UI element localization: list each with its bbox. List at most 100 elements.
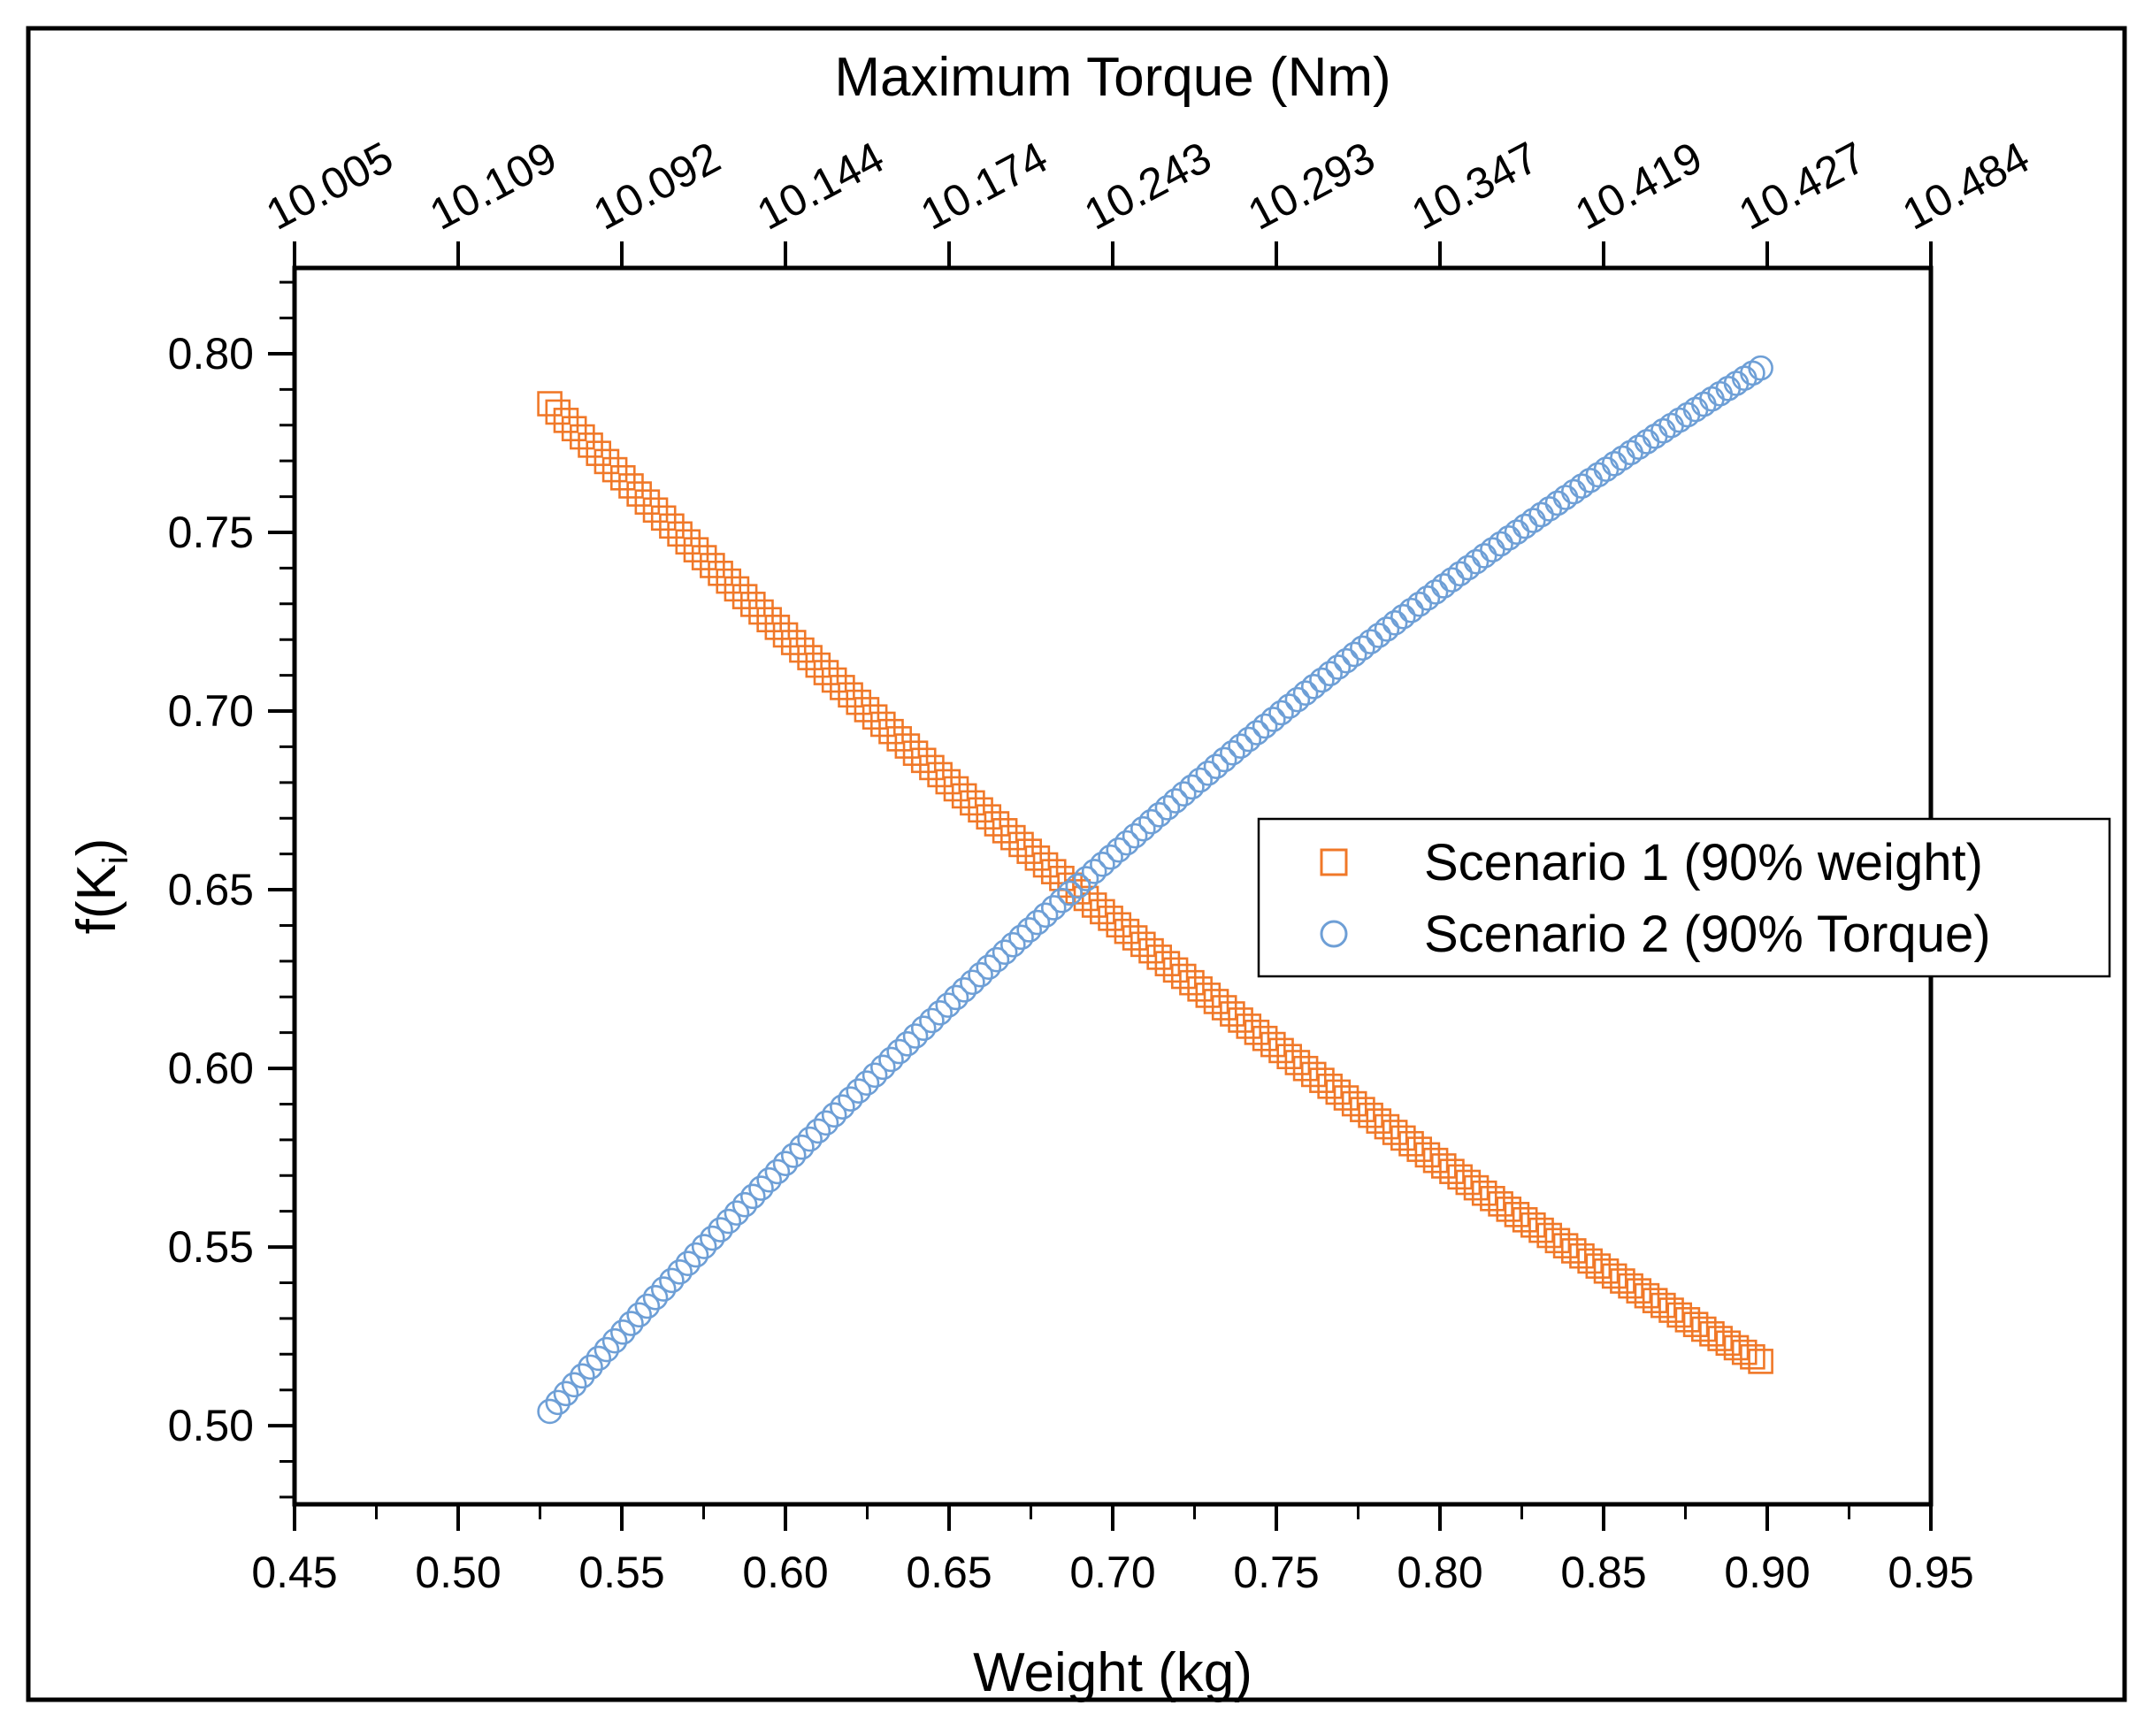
scenario-2-point xyxy=(1642,424,1668,449)
scenario-2-point xyxy=(553,1380,579,1407)
y-axis-title-main: f(K xyxy=(66,864,127,934)
scenario-2-point xyxy=(1260,707,1286,732)
scenario-1-point xyxy=(594,448,620,475)
scenario-2-point xyxy=(1552,485,1579,510)
scenario-2-point xyxy=(951,977,977,1003)
scenario-2-point xyxy=(1496,525,1522,551)
scenario-2-point xyxy=(1008,924,1034,951)
x-tick-label: 0.80 xyxy=(1397,1548,1482,1597)
scenario-1-point xyxy=(830,675,855,700)
scenario-1-point xyxy=(1618,1273,1643,1299)
scenario-1-point xyxy=(1073,885,1099,912)
scenario-2-point xyxy=(731,1191,758,1218)
scenario-1-point xyxy=(1699,1320,1725,1347)
scenario-2-point xyxy=(570,1363,595,1389)
scenario-2-point xyxy=(976,954,1002,980)
scenario-1-point xyxy=(1057,872,1083,899)
scenario-1-point xyxy=(1122,925,1148,951)
top-tick-label: 10.293 xyxy=(1240,132,1382,239)
scenario-1-point xyxy=(1106,912,1132,938)
series-layer xyxy=(537,355,1773,1425)
scenario-2-point xyxy=(910,1015,937,1042)
x-tick-label: 0.95 xyxy=(1888,1548,1973,1597)
scenario-2-point xyxy=(830,1094,855,1120)
scenario-2-point xyxy=(968,961,993,988)
y-axis-title-subscript: i xyxy=(96,856,135,864)
scenario-1-point xyxy=(1690,1316,1717,1342)
scenario-2-point xyxy=(594,1336,620,1363)
scenario-2-point xyxy=(1333,647,1359,674)
scenario-2-point xyxy=(739,1183,766,1210)
scenario-1-point xyxy=(739,592,766,617)
scenario-2-point xyxy=(1341,641,1367,668)
legend-marker-scenario-2 xyxy=(1320,920,1348,948)
scenario-1-point xyxy=(797,645,823,670)
scenario-1-point xyxy=(756,607,782,633)
scenario-1-point xyxy=(951,783,977,809)
scenario-2-point xyxy=(1276,693,1303,719)
scenario-1-point xyxy=(838,682,863,708)
scenario-1-point xyxy=(601,456,628,483)
scenario-1-point xyxy=(537,391,563,417)
scenario-2-point xyxy=(1382,610,1408,636)
scenario-2-point xyxy=(813,1110,839,1136)
scenario-2-point xyxy=(821,1102,847,1128)
scenario-2-point xyxy=(1406,591,1433,617)
scenario-2-point xyxy=(716,1208,742,1235)
x-axis-tick-labels: 0.45 0.50 0.55 0.60 0.65 0.70 0.75 0.80 0.85 0.90… xyxy=(251,1548,1973,1597)
scenario-1-point xyxy=(968,797,993,823)
scenario-2-point xyxy=(691,1234,717,1259)
scenario-1-point xyxy=(846,689,872,715)
figure-border xyxy=(26,26,2127,1702)
scenario-2-point xyxy=(1211,746,1237,773)
scenario-2-point xyxy=(1244,720,1270,746)
scenario-2-point xyxy=(618,1311,644,1336)
scenario-2-point xyxy=(1138,808,1164,835)
legend-marker-scenario-1 xyxy=(1320,848,1348,876)
y-tick-label: 0.60 xyxy=(168,1044,254,1093)
scenario-1-point xyxy=(1536,1222,1563,1249)
scenario-1-point xyxy=(1154,951,1181,976)
scenario-2-point xyxy=(1480,537,1505,563)
scenario-2-point xyxy=(1309,667,1335,693)
scenario-1-point xyxy=(578,432,603,458)
scenario-1-point xyxy=(691,545,717,570)
top-tick-label: 10.005 xyxy=(258,132,401,239)
scenario-2-point xyxy=(1626,434,1652,460)
scenario-2-point xyxy=(1618,440,1643,466)
scenario-2-point xyxy=(764,1159,791,1185)
scenario-2-point xyxy=(1081,859,1107,884)
scenario-2-point xyxy=(1057,880,1083,906)
scenario-2-point xyxy=(838,1086,863,1112)
scenario-2-point xyxy=(1463,548,1490,575)
series-2 xyxy=(537,355,1773,1425)
scenario-1-point xyxy=(1146,944,1172,970)
scenario-1-point xyxy=(1569,1243,1595,1269)
scenario-2-point xyxy=(1585,462,1612,488)
scenario-2-point xyxy=(1292,680,1319,707)
scenario-2-point xyxy=(1422,579,1449,605)
scenario-1-point xyxy=(1162,957,1189,983)
scenario-2-point xyxy=(1520,508,1546,533)
y-axis-title-close: ) xyxy=(66,838,127,857)
scenario-1-point xyxy=(935,769,961,795)
y-axis-ticks xyxy=(268,280,295,1499)
y-axis-tick-labels: 0.50 0.55 0.60 0.65 0.70 0.75 0.80 xyxy=(168,329,254,1450)
scenario-1-point xyxy=(650,505,677,532)
scenario-2-point xyxy=(1748,355,1773,381)
scenario-2-point xyxy=(1220,740,1245,766)
scenario-2-point xyxy=(609,1319,636,1345)
y-tick-label: 0.65 xyxy=(168,865,254,914)
scenario-1-point xyxy=(1552,1233,1579,1258)
scenario-1-point xyxy=(894,733,921,759)
scenario-2-point xyxy=(1106,837,1132,863)
scenario-2-point xyxy=(1723,371,1750,396)
scenario-2-point xyxy=(772,1151,799,1176)
scenario-1-point xyxy=(553,408,579,433)
top-tick-label: 10.174 xyxy=(913,132,1055,239)
scenario-1-point xyxy=(854,697,880,723)
x-tick-label: 0.65 xyxy=(906,1548,992,1597)
scenario-1-point xyxy=(1666,1302,1693,1328)
scenario-2-point xyxy=(1528,501,1554,528)
